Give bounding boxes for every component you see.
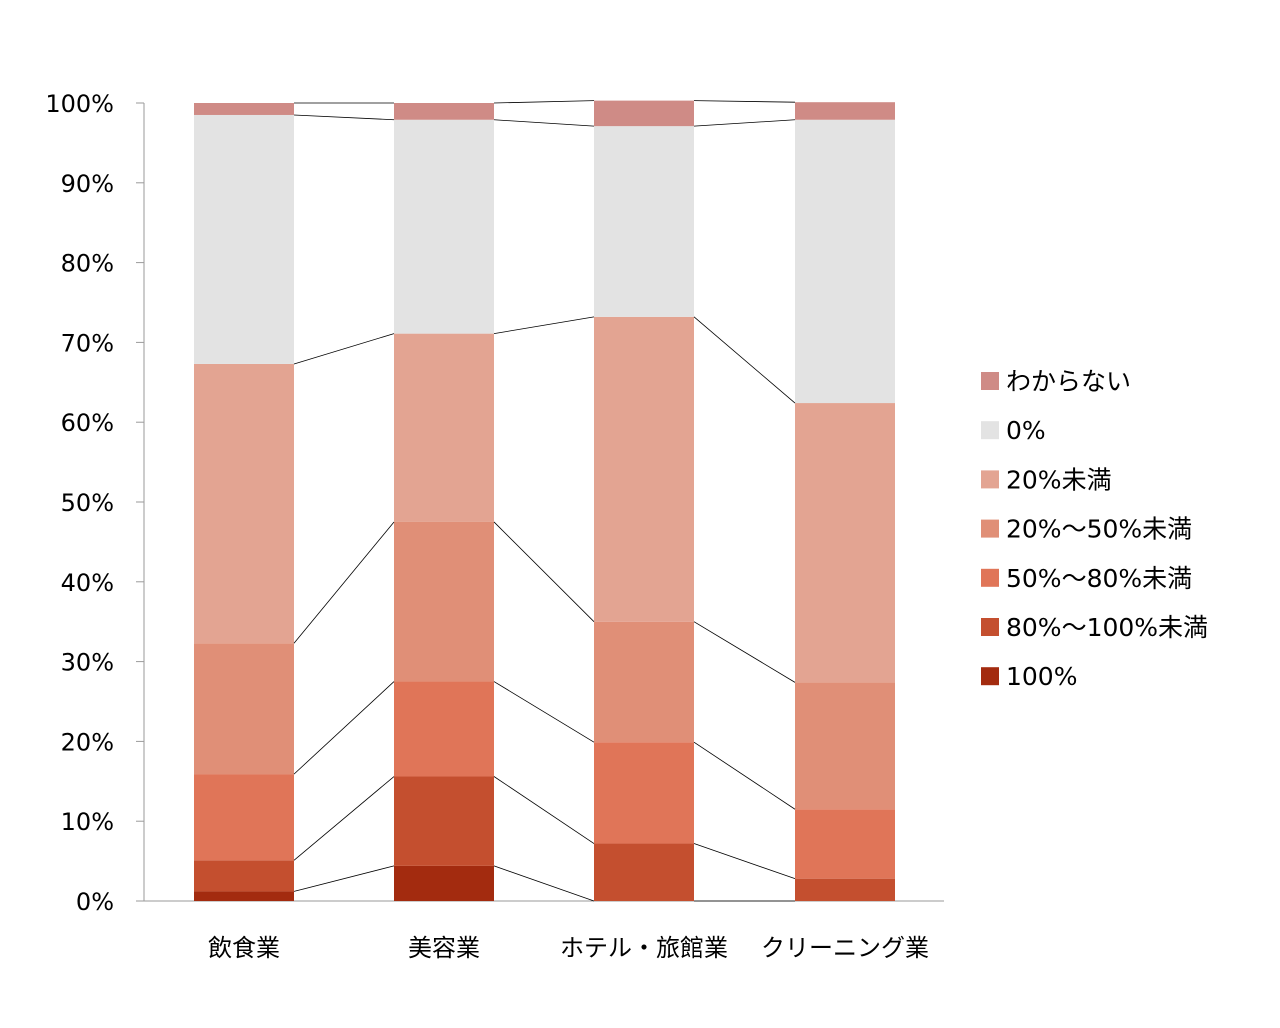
bar-segment [394, 681, 494, 777]
legend-label: わからない [1006, 367, 1131, 396]
y-tick-label: 100% [45, 90, 114, 118]
legend-label: 20%未満 [1006, 465, 1112, 494]
legend-swatch [981, 421, 999, 440]
bar-segment [194, 103, 294, 115]
bar-segment [394, 119, 494, 334]
series-line [293, 865, 395, 892]
bar-segment [394, 333, 494, 522]
category-label: クリーニング業 [761, 934, 929, 962]
series-line [693, 741, 796, 810]
bar-segment [594, 843, 694, 901]
legend-label: 20%～50%未満 [1006, 515, 1192, 544]
series-line [693, 119, 796, 127]
bars-group [194, 100, 895, 901]
labels-group: 0% 10% 20% 30% 40% 50% 60% 70% 80% 90% 100% 飲食業 美容業 ホ… [45, 90, 929, 962]
series-line [293, 521, 395, 644]
legend-label: 0% [1006, 416, 1046, 445]
legend-label: 80%～100%未満 [1006, 613, 1208, 642]
y-tick-label: 60% [61, 409, 114, 437]
bar-segment [194, 860, 294, 892]
series-line [493, 776, 595, 844]
bar-segment [194, 774, 294, 861]
bar-segment [795, 403, 895, 683]
legend-swatch [981, 667, 999, 686]
series-line [493, 316, 595, 335]
series-line [293, 333, 395, 365]
bar-segment [795, 682, 895, 810]
bar-segment [394, 865, 494, 901]
bar-segment [194, 114, 294, 364]
bar-segment [594, 742, 694, 844]
series-line [493, 119, 595, 127]
y-tick-label: 0% [76, 888, 114, 916]
bar-segment [394, 103, 494, 120]
category-label: 飲食業 [208, 934, 280, 962]
legend-swatch [981, 470, 999, 489]
series-line [293, 681, 395, 775]
series-line [493, 681, 595, 743]
bar-segment [194, 643, 294, 775]
bar-segment [594, 621, 694, 743]
bar-segment [194, 891, 294, 901]
legend-label: 50%～80%未満 [1006, 564, 1192, 593]
series-line [693, 621, 796, 683]
series-lines-group [293, 100, 796, 902]
bar-segment [394, 776, 494, 866]
y-tick-label: 90% [61, 170, 114, 198]
legend-swatch [981, 372, 999, 390]
series-line [293, 776, 395, 861]
category-label: ホテル・旅館業 [560, 934, 728, 962]
series-line [693, 843, 796, 880]
series-line [493, 521, 595, 622]
legend-label: 100% [1006, 662, 1077, 691]
bar-segment [594, 126, 694, 317]
y-tick-label: 20% [61, 728, 114, 756]
bar-segment [795, 878, 895, 901]
y-tick-label: 30% [61, 649, 114, 677]
series-line [493, 865, 595, 902]
y-tick-label: 70% [61, 329, 114, 357]
y-tick-label: 10% [61, 808, 114, 836]
bar-segment [795, 119, 895, 404]
y-tick-label: 80% [61, 250, 114, 278]
category-label: 美容業 [408, 934, 480, 962]
series-line [293, 114, 395, 121]
legend: わからない 0% 20%未満 20%～50%未満 50%～80%未満 80%～100%未満… [981, 367, 1208, 691]
bar-segment [194, 363, 294, 644]
series-line [493, 100, 595, 104]
legend-swatch [981, 519, 999, 538]
legend-swatch [981, 618, 999, 636]
series-line [693, 100, 796, 103]
bar-segment [795, 102, 895, 120]
y-tick-label: 50% [61, 489, 114, 517]
legend-swatch [981, 568, 999, 587]
bar-segment [394, 521, 494, 682]
bar-segment [795, 809, 895, 879]
series-line [693, 316, 796, 404]
y-tick-label: 40% [61, 569, 114, 597]
bar-segment [594, 316, 694, 622]
bar-segment [594, 100, 694, 127]
